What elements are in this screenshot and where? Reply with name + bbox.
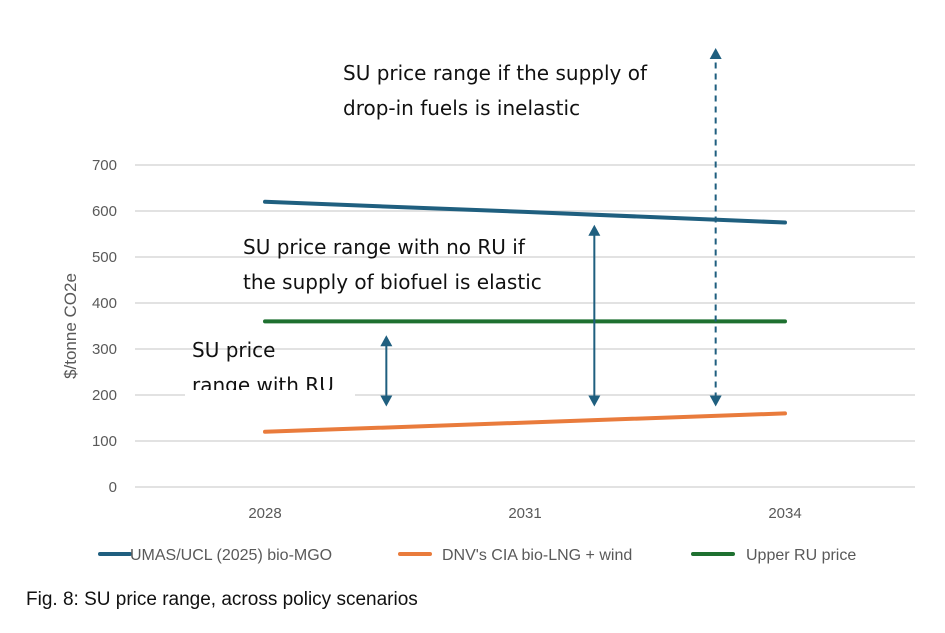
- annotation-clip: [185, 390, 355, 402]
- annotation-text: drop-in fuels is inelastic: [343, 96, 580, 120]
- series-line-1: [263, 411, 787, 434]
- y-tick-label: 500: [92, 249, 117, 266]
- x-tick-label: 2031: [508, 505, 541, 522]
- arrow-head-up: [380, 335, 393, 347]
- y-tick-label: 700: [92, 157, 117, 174]
- series-line-0: [263, 199, 787, 225]
- legend-label: Upper RU price: [746, 547, 856, 564]
- annotation-text: SU price range if the supply of: [343, 61, 648, 85]
- y-tick-label: 100: [92, 433, 117, 450]
- arrow-head-up: [588, 224, 601, 236]
- figure-caption: Fig. 8: SU price range, across policy sc…: [26, 589, 418, 610]
- y-tick-label: 600: [92, 203, 117, 220]
- y-tick-label: 300: [92, 341, 117, 358]
- y-tick-label: 400: [92, 295, 117, 312]
- annotation-text: the supply of biofuel is elastic: [243, 270, 542, 294]
- legend-label: UMAS/UCL (2025) bio-MGO: [130, 547, 332, 564]
- y-tick-label: 200: [92, 387, 117, 404]
- x-tick-label: 2034: [768, 505, 801, 522]
- annotation-text: SU price: [192, 338, 275, 362]
- annotation-text: SU price range with no RU if: [243, 235, 526, 259]
- y-axis-label: $/tonne CO2e: [61, 273, 80, 379]
- arrow-head-down: [380, 395, 393, 407]
- arrow-head-down: [588, 395, 601, 407]
- arrow-head-down: [709, 395, 722, 407]
- arrow-head-up: [709, 48, 722, 59]
- x-tick-label: 2028: [248, 505, 281, 522]
- legend-label: DNV's CIA bio-LNG + wind: [442, 547, 632, 564]
- y-tick-label: 0: [109, 479, 117, 496]
